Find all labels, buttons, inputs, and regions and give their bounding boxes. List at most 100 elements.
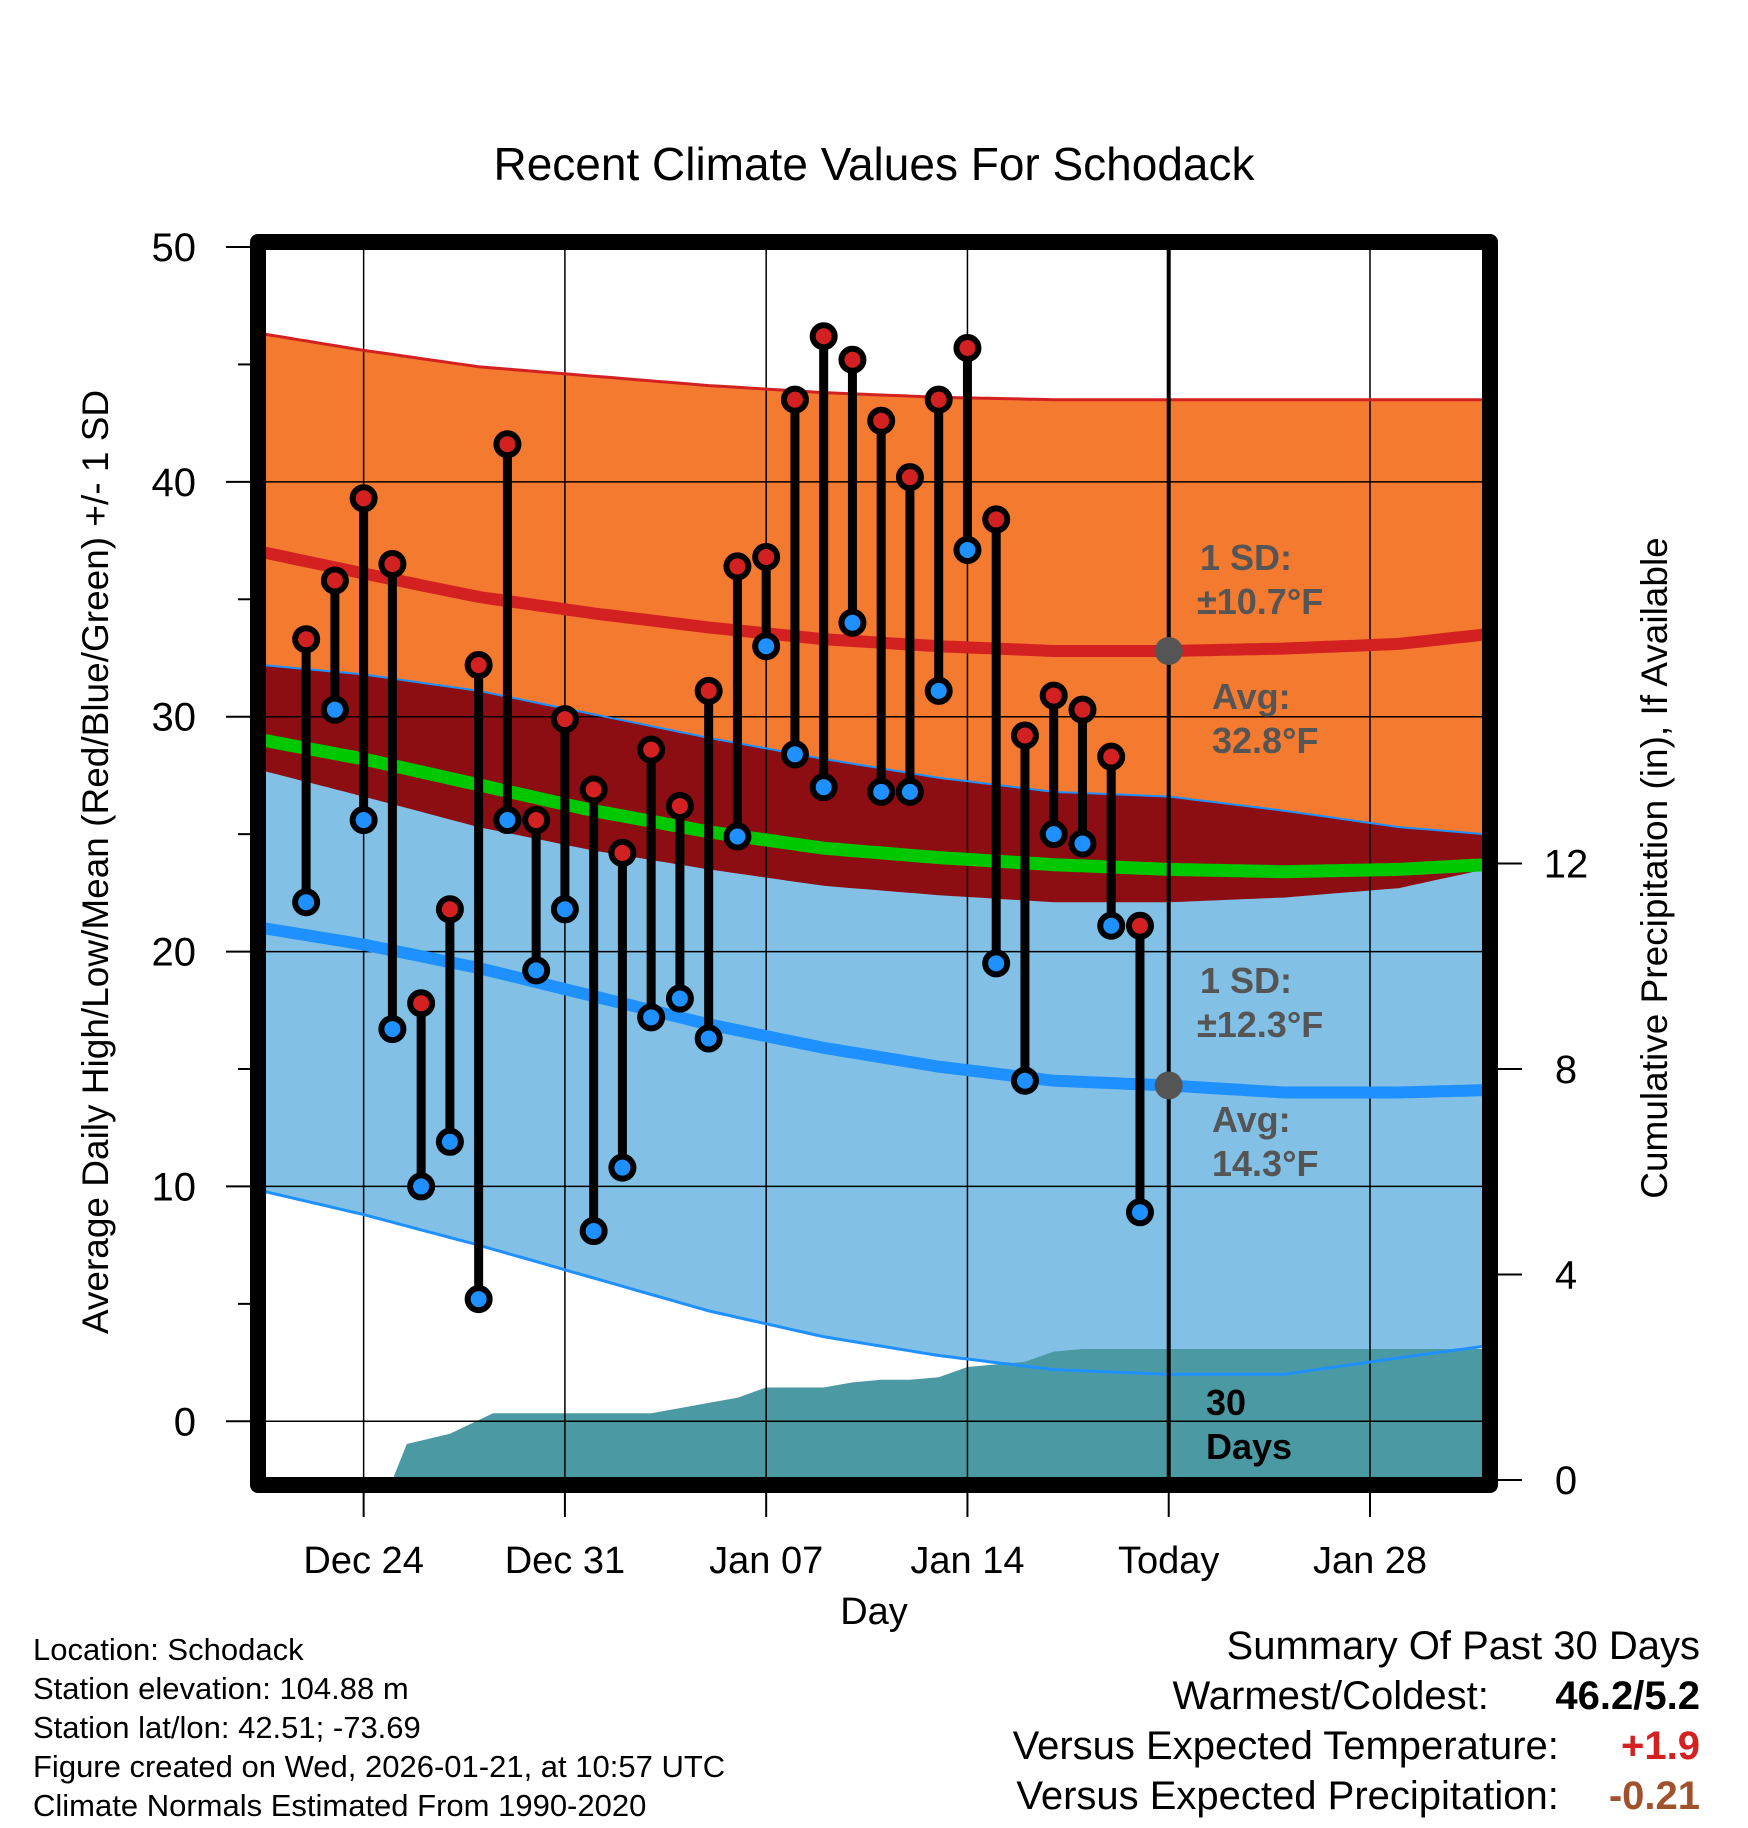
low-temp-point bbox=[665, 984, 694, 1013]
high-temp-point bbox=[435, 895, 464, 924]
high-temp-point bbox=[608, 838, 637, 867]
high-temp-point bbox=[378, 550, 407, 579]
low-temp-point bbox=[1097, 911, 1126, 940]
high-temp-point bbox=[349, 484, 378, 513]
left-tick-label: 0 bbox=[174, 1400, 196, 1444]
high-temp-point bbox=[292, 625, 321, 654]
low-temp-point bbox=[407, 1172, 436, 1201]
low-avg-today-marker bbox=[1154, 1071, 1183, 1100]
right-tick-label: 8 bbox=[1555, 1048, 1577, 1092]
left-tick-label: 20 bbox=[152, 931, 197, 975]
low-temp-point bbox=[550, 895, 579, 924]
high-temp-point bbox=[1097, 742, 1126, 771]
low-temp-point bbox=[867, 777, 896, 806]
high-temp-point bbox=[953, 333, 982, 362]
low-temp-point bbox=[320, 695, 349, 724]
info-elevation: Station elevation: 104.88 m bbox=[33, 1671, 409, 1706]
warm-cold-label: Warmest/Coldest: bbox=[1172, 1674, 1489, 1718]
high-avg-value: 32.8°F bbox=[1212, 720, 1318, 761]
low-temp-point bbox=[694, 1024, 723, 1053]
high-temp-point bbox=[550, 705, 579, 734]
high-sd-label: 1 SD: bbox=[1200, 537, 1292, 578]
low-temp-point bbox=[493, 806, 522, 835]
low-temp-point bbox=[292, 888, 321, 917]
high-avg-today-marker bbox=[1154, 636, 1183, 665]
low-temp-point bbox=[1068, 829, 1097, 858]
precip-anomaly-value: -0.21 bbox=[1608, 1774, 1700, 1818]
high-temp-point bbox=[694, 676, 723, 705]
info-location: Location: Schodack bbox=[33, 1632, 304, 1667]
warm-cold-value: 46.2/5.2 bbox=[1555, 1674, 1700, 1718]
low-sd-value: ±12.3°F bbox=[1197, 1004, 1323, 1045]
low-sd-lower-line bbox=[263, 1189, 1485, 1376]
low-temp-point bbox=[637, 1003, 666, 1032]
x-tick-label: Today bbox=[1118, 1540, 1219, 1582]
days-count-word: Days bbox=[1206, 1426, 1292, 1467]
low-temp-point bbox=[838, 608, 867, 637]
right-tick-label: 0 bbox=[1555, 1459, 1577, 1503]
high-temp-point bbox=[1039, 681, 1068, 710]
days-count-number: 30 bbox=[1206, 1382, 1246, 1423]
high-sd-upper-line bbox=[263, 332, 1485, 402]
high-temp-point bbox=[407, 989, 436, 1018]
high-temp-point bbox=[637, 735, 666, 764]
station-info: Location: Schodack Station elevation: 10… bbox=[33, 1630, 725, 1825]
high-temp-point bbox=[522, 806, 551, 835]
low-temp-point bbox=[924, 676, 953, 705]
plot-frame bbox=[250, 234, 1498, 1493]
left-tick-label: 40 bbox=[152, 461, 197, 505]
low-temp-point bbox=[608, 1153, 637, 1182]
x-tick-label: Dec 24 bbox=[303, 1540, 423, 1582]
x-tick-label: Dec 31 bbox=[505, 1540, 625, 1582]
low-avg-value: 14.3°F bbox=[1212, 1143, 1318, 1184]
low-temp-point bbox=[464, 1285, 493, 1314]
low-temp-point bbox=[809, 773, 838, 802]
info-created: Figure created on Wed, 2026-01-21, at 10… bbox=[33, 1749, 726, 1784]
high-temp-point bbox=[1010, 721, 1039, 750]
high-temp-point bbox=[723, 552, 752, 581]
high-temp-point bbox=[895, 463, 924, 492]
info-normals: Climate Normals Estimated From 1990-2020 bbox=[33, 1788, 647, 1823]
right-tick-label: 12 bbox=[1544, 843, 1589, 887]
low-temp-point bbox=[1125, 1198, 1154, 1227]
high-avg-label: Avg: bbox=[1212, 676, 1291, 717]
low-temp-point bbox=[752, 632, 781, 661]
summary-title: Summary Of Past 30 Days bbox=[1226, 1624, 1700, 1668]
y-axis-label-right: Cumulative Precipitation (in), If Availa… bbox=[1634, 537, 1675, 1199]
high-temp-point bbox=[665, 791, 694, 820]
high-temp-point bbox=[493, 430, 522, 459]
temp-anomaly-label: Versus Expected Temperature: bbox=[1012, 1724, 1559, 1768]
y-axis-label-left: Average Daily High/Low/Mean (Red/Blue/Gr… bbox=[75, 390, 116, 1334]
left-tick-label: 10 bbox=[152, 1165, 197, 1209]
x-axis-label: Day bbox=[840, 1591, 908, 1633]
low-temp-point bbox=[349, 806, 378, 835]
info-latlon: Station lat/lon: 42.51; -73.69 bbox=[33, 1710, 421, 1745]
high-temp-point bbox=[1068, 695, 1097, 724]
left-tick-label: 30 bbox=[152, 696, 197, 740]
low-temp-point bbox=[378, 1015, 407, 1044]
high-avg-line bbox=[263, 546, 1485, 657]
chart-title: Recent Climate Values For Schodack bbox=[493, 138, 1255, 190]
high-temp-point bbox=[867, 406, 896, 435]
low-avg-label: Avg: bbox=[1212, 1099, 1291, 1140]
mean-avg-line bbox=[263, 733, 1485, 879]
precip-anomaly-label: Versus Expected Precipitation: bbox=[1016, 1774, 1559, 1818]
low-sd-upper-line bbox=[263, 664, 1485, 836]
low-temp-point bbox=[1010, 1066, 1039, 1095]
high-temp-point bbox=[752, 543, 781, 572]
low-temp-point bbox=[723, 822, 752, 851]
temp-anomaly-value: +1.9 bbox=[1621, 1724, 1700, 1768]
low-temp-point bbox=[435, 1127, 464, 1156]
high-temp-point bbox=[320, 566, 349, 595]
high-temp-point bbox=[780, 385, 809, 414]
low-temp-point bbox=[1039, 820, 1068, 849]
low-temp-point bbox=[953, 535, 982, 564]
x-tick-label: Jan 07 bbox=[709, 1540, 823, 1582]
high-temp-point bbox=[838, 345, 867, 374]
low-avg-line bbox=[263, 922, 1485, 1099]
cumulative-precip-area bbox=[263, 1349, 1485, 1480]
left-tick-label: 50 bbox=[152, 226, 197, 270]
x-tick-label: Jan 14 bbox=[910, 1540, 1024, 1582]
high-temp-point bbox=[809, 322, 838, 351]
high-temp-point bbox=[579, 775, 608, 804]
